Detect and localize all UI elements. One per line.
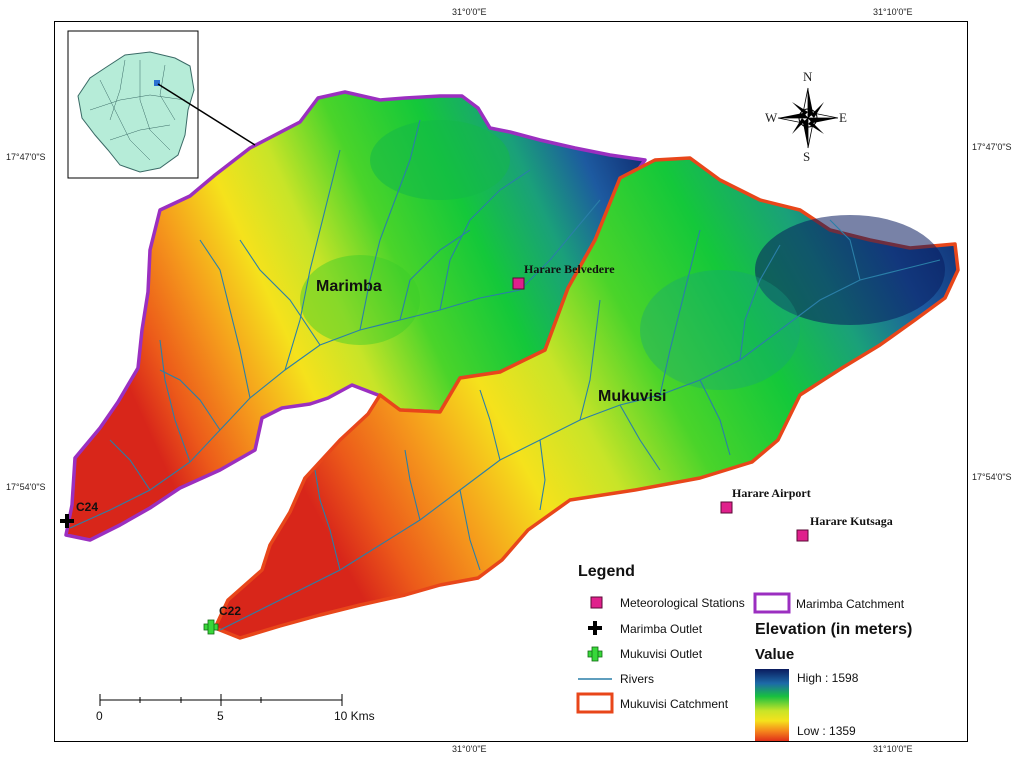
scale-label-5: 5: [217, 709, 224, 723]
outlet-label-c24: C24: [76, 500, 99, 514]
legend-mukuvisi-outlet-symbol: [587, 646, 603, 662]
elevation-patch: [300, 255, 420, 345]
bottom-lon2-label: 31°10'0"E: [873, 744, 913, 754]
compass-e-label: E: [839, 110, 847, 125]
bottom-lon-label: 31°0'0"E: [452, 744, 487, 754]
legend-station-symbol: [590, 596, 603, 609]
legend-mukuvisi-catchment-symbol: [576, 692, 614, 714]
top-lon-label: 31°0'0"E: [452, 7, 487, 17]
inset-leader-line: [157, 83, 256, 146]
north-arrow-icon: [777, 87, 839, 149]
legend-low: Low : 1359: [797, 724, 856, 738]
legend-elevation-title: Elevation (in meters): [755, 621, 913, 638]
inset-study-area-marker: [154, 80, 160, 86]
legend-marimba-catchment: Marimba Catchment: [796, 597, 905, 611]
rivers: [69, 119, 941, 631]
legend-marimba-outlet: Marimba Outlet: [620, 622, 703, 636]
scale-label-0: 0: [96, 709, 103, 723]
legend-mukuvisi-catchment: Mukuvisi Catchment: [620, 697, 729, 711]
legend-marimba-outlet-symbol: [588, 621, 602, 635]
station-label-airport: Harare Airport: [732, 486, 811, 500]
mukuvisi-label: Mukuvisi: [598, 388, 667, 405]
elevation-patch: [640, 270, 800, 390]
legend-title: Legend: [578, 563, 635, 580]
legend-elevation-ramp: [755, 669, 789, 741]
top-lon2-label: 31°10'0"E: [873, 7, 913, 17]
station-marker-kutsaga[interactable]: [796, 529, 809, 542]
elevation-patch: [755, 215, 945, 325]
station-marker-airport[interactable]: [720, 501, 733, 514]
elevation-patch: [370, 120, 510, 200]
legend-mukuvisi-outlet: Mukuvisi Outlet: [620, 647, 703, 661]
right-lat1-label: 17°47'0"S: [972, 142, 1012, 152]
station-label-belvedere: Harare Belvedere: [524, 262, 615, 276]
left-lat1-label: 17°47'0"S: [6, 152, 46, 162]
right-lat2-label: 17°54'0"S: [972, 472, 1012, 482]
legend-met-stations: Meteorological Stations: [620, 596, 745, 610]
compass-w-label: W: [765, 110, 778, 125]
station-marker-belvedere[interactable]: [512, 277, 525, 290]
legend-value-label: Value: [755, 646, 795, 663]
compass-n-label: N: [803, 69, 813, 84]
zimbabwe-inset: [77, 51, 195, 173]
compass-s-label: S: [803, 149, 811, 164]
legend-marimba-catchment-symbol: [753, 592, 791, 614]
legend-rivers: Rivers: [620, 672, 655, 686]
legend-high: High : 1598: [797, 671, 859, 685]
mukuvisi-outlet-icon[interactable]: [203, 619, 219, 635]
marimba-catchment: [64, 90, 647, 542]
inset-districts: [89, 59, 186, 161]
station-label-kutsaga: Harare Kutsaga: [810, 514, 893, 528]
outlet-label-c22: C22: [219, 604, 242, 618]
marimba-outlet-icon[interactable]: [60, 514, 74, 528]
left-lat2-label: 17°54'0"S: [6, 482, 46, 492]
scale-bar: [99, 694, 343, 706]
scale-label-10: 10 Kms: [334, 709, 375, 723]
marimba-label: Marimba: [316, 278, 382, 295]
